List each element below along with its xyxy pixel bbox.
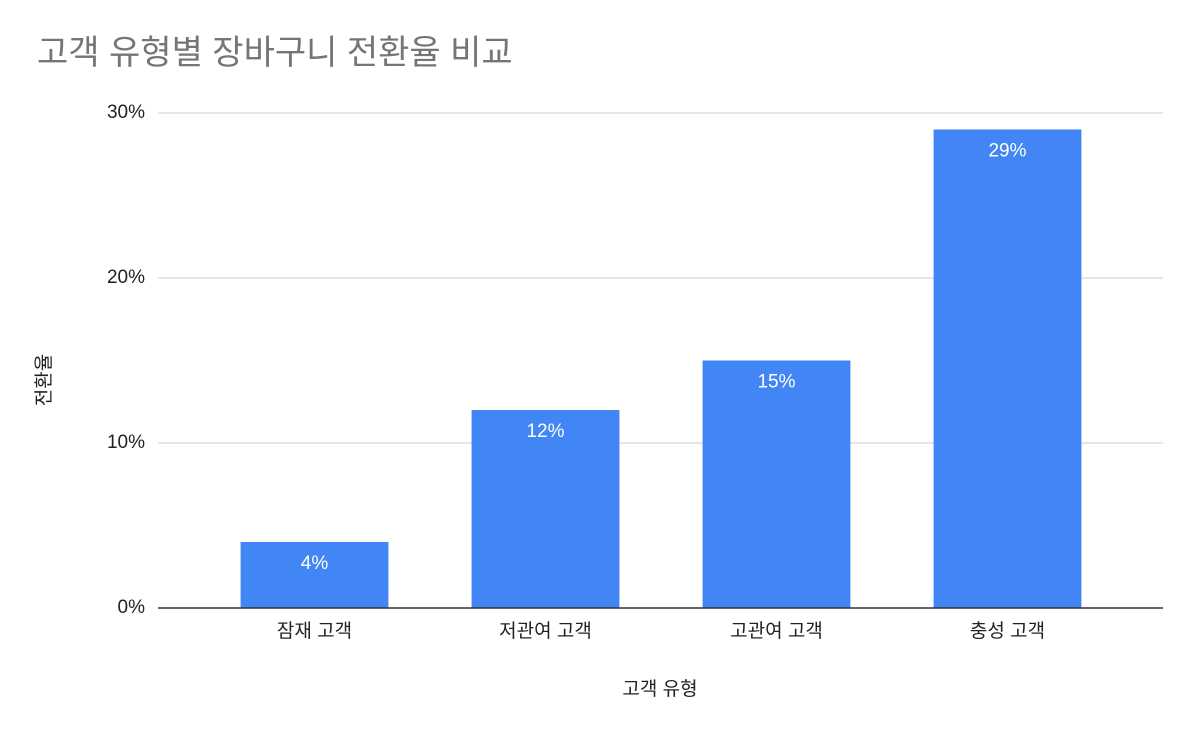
y-tick-label: 30% (107, 102, 145, 123)
x-tick-label: 충성 고객 (970, 620, 1045, 642)
data-label: 4% (301, 553, 329, 574)
bar (702, 360, 851, 608)
chart-title: 고객 유형별 장바구니 전환율 비교 (37, 34, 513, 72)
y-tick-label: 10% (107, 432, 145, 453)
data-label: 12% (526, 421, 564, 442)
x-axis-title: 고객 유형 (622, 678, 697, 700)
data-label: 15% (757, 372, 795, 393)
data-label: 29% (988, 141, 1026, 162)
y-tick-label: 0% (118, 597, 146, 618)
bar (933, 129, 1082, 608)
x-tick-label: 잠재 고객 (277, 620, 352, 642)
bar (471, 410, 620, 608)
x-tick-label: 고관여 고객 (730, 620, 823, 642)
x-tick-label: 저관여 고객 (499, 620, 592, 642)
bar (240, 542, 389, 608)
y-axis-title: 전환율 (33, 354, 55, 406)
y-tick-label: 20% (107, 267, 145, 288)
